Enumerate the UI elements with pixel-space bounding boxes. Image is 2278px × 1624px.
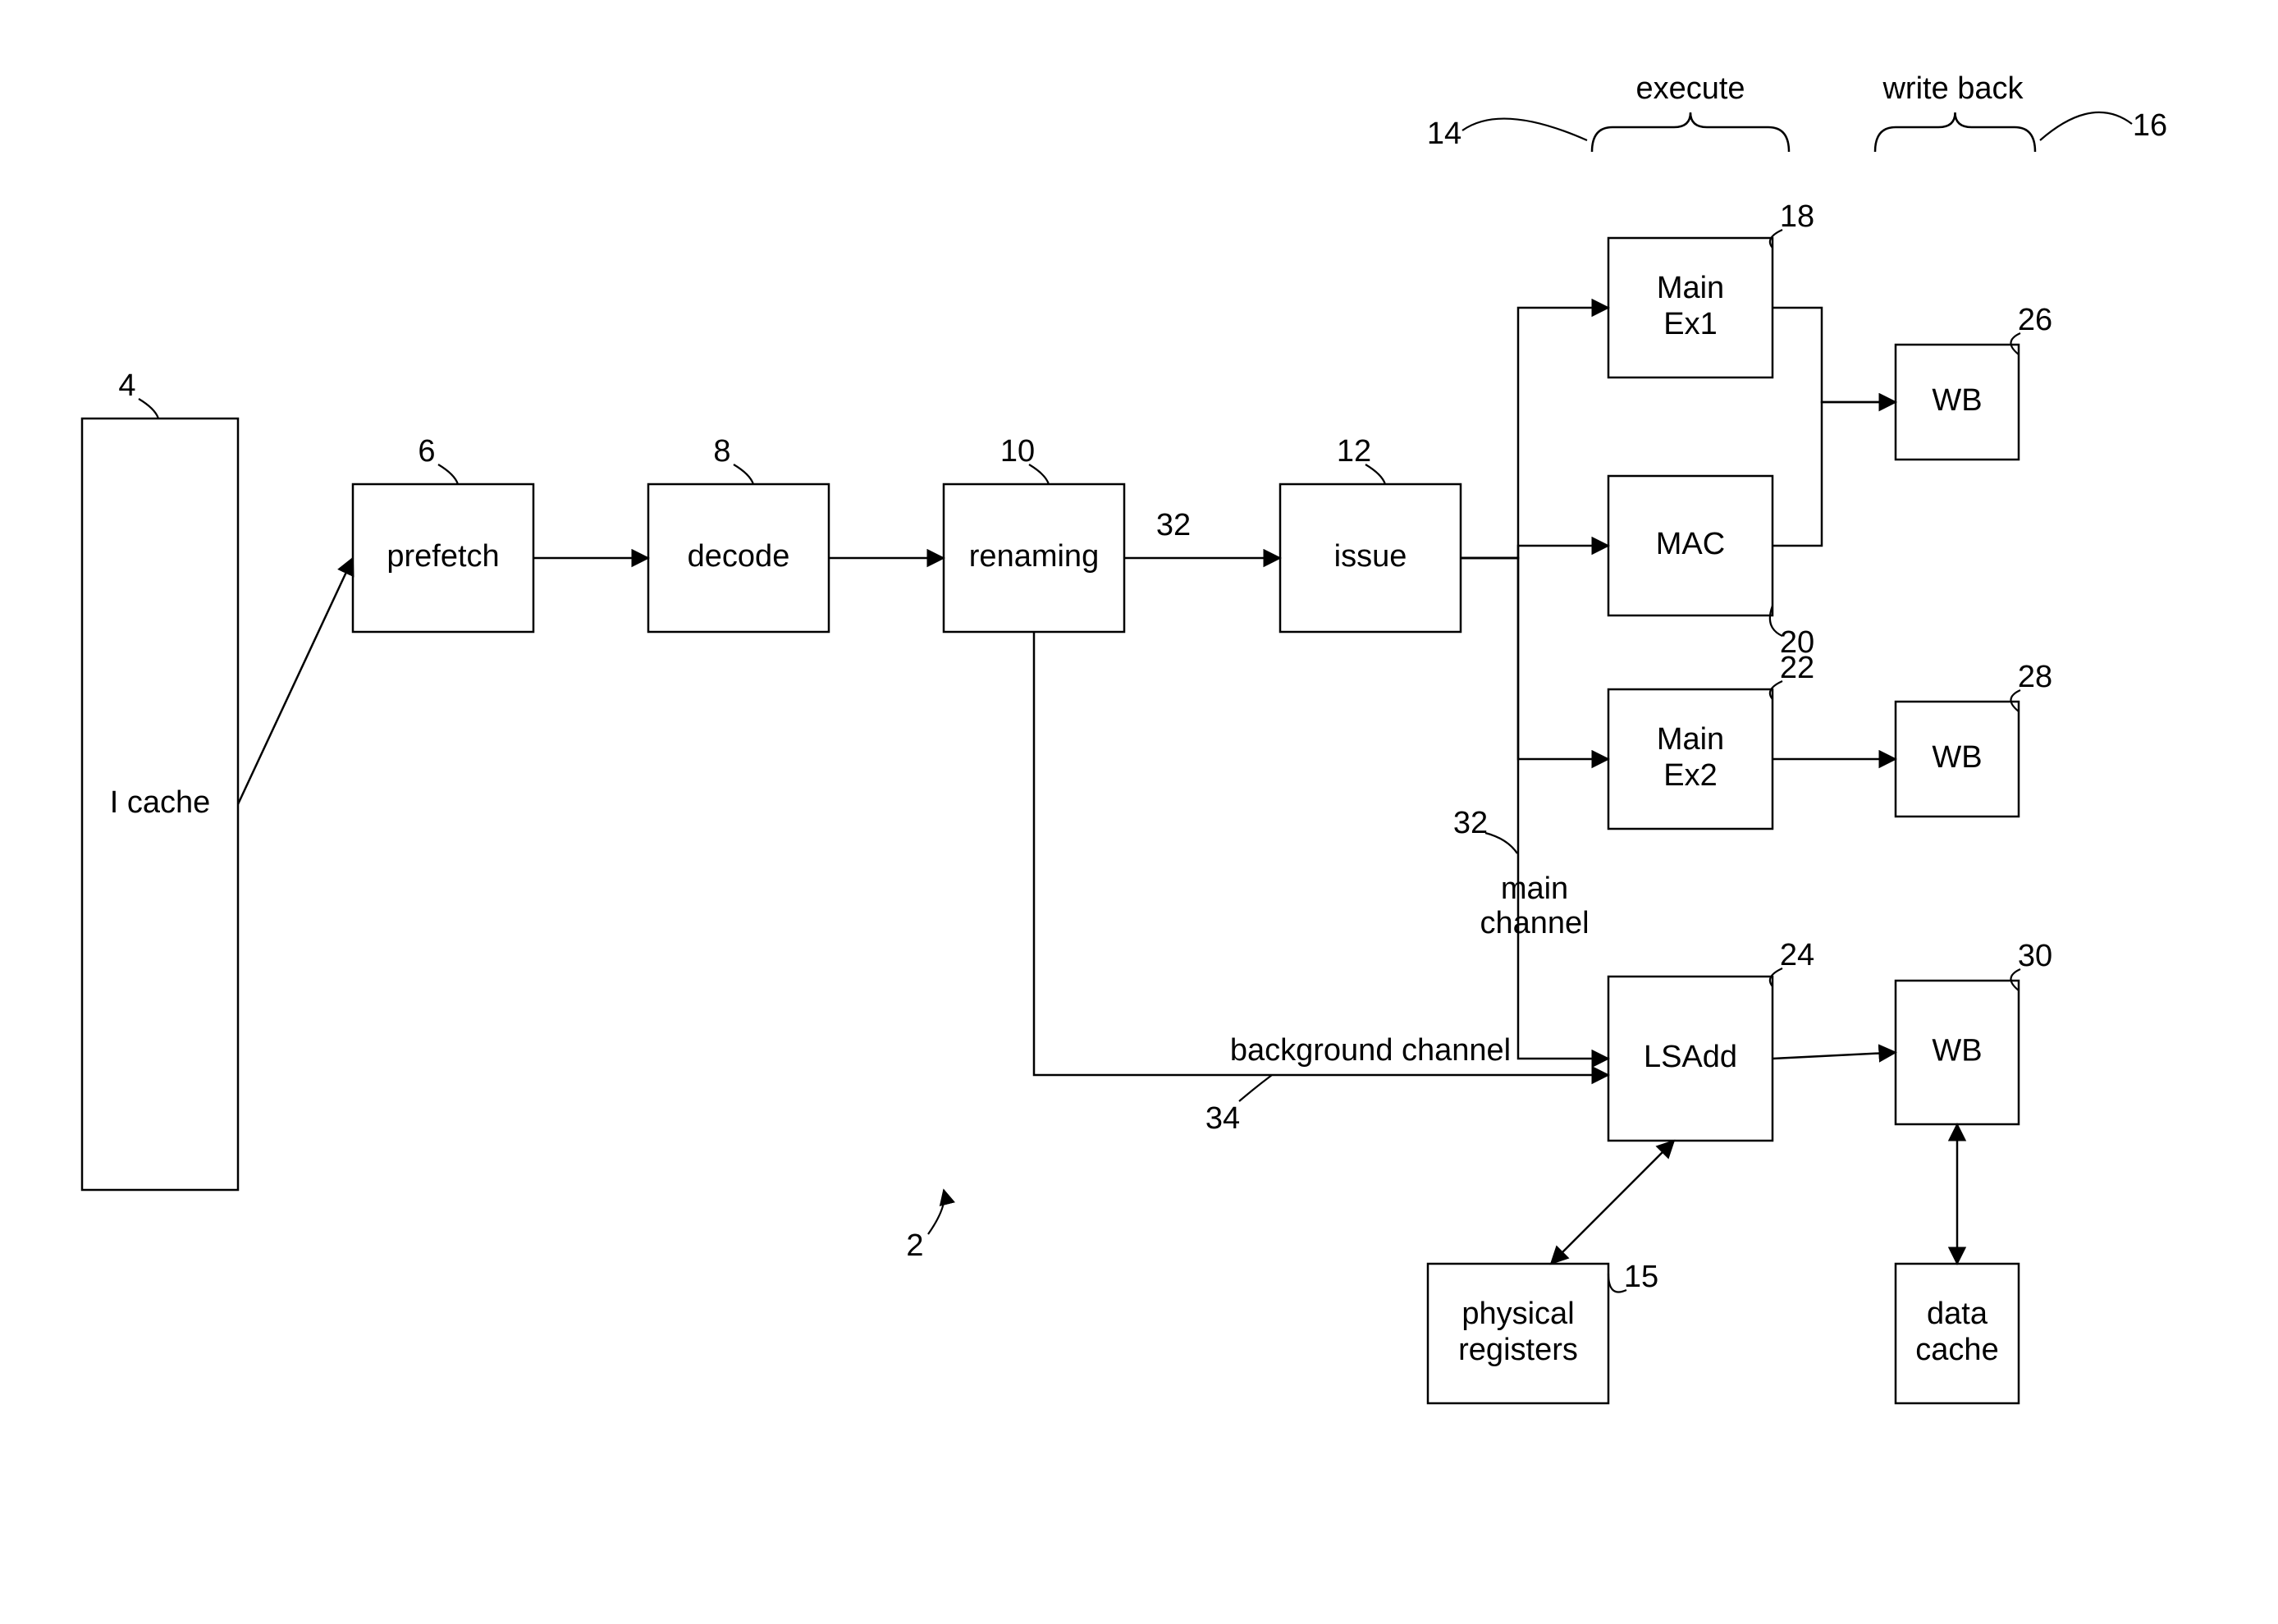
stage-ref-hook-14 xyxy=(1462,119,1587,140)
free-label: main xyxy=(1501,871,1568,906)
wb2-ref: 28 xyxy=(2018,660,2052,694)
dcache-label: cache xyxy=(1915,1333,1998,1367)
mainex2-ref: 22 xyxy=(1780,651,1814,685)
brace-execute xyxy=(1592,112,1789,152)
dcache-label: data xyxy=(1927,1297,1988,1331)
edge-lsadd-wb3 xyxy=(1773,1053,1896,1059)
pregs-ref: 15 xyxy=(1624,1260,1658,1294)
background-channel-ref: 34 xyxy=(1205,1101,1240,1136)
decode-label: decode xyxy=(688,539,790,574)
edge-issue-mac xyxy=(1461,546,1608,558)
free-ref-32: 32 xyxy=(1453,806,1488,840)
free-label: channel xyxy=(1480,906,1589,940)
pregs-label: registers xyxy=(1458,1333,1578,1367)
wb1-label: WB xyxy=(1932,383,1982,418)
edge-pregs-lsadd xyxy=(1551,1141,1674,1264)
mainex2-label: Ex2 xyxy=(1663,758,1717,793)
lsadd-ref: 24 xyxy=(1780,938,1814,972)
stage-execute: execute xyxy=(1635,71,1745,106)
icache-ref-hook xyxy=(139,399,158,419)
prefetch-label: prefetch xyxy=(387,539,499,574)
stage-ref-16: 16 xyxy=(2133,108,2167,143)
brace-write-back xyxy=(1875,112,2035,152)
stage-ref-14: 14 xyxy=(1427,117,1461,151)
mac-label: MAC xyxy=(1656,527,1725,561)
bg-ref-hook xyxy=(1239,1075,1272,1101)
mainex1-label: Ex1 xyxy=(1663,307,1717,341)
wb2-label: WB xyxy=(1932,740,1982,775)
figure-ref-hook xyxy=(928,1190,945,1234)
prefetch-ref-hook xyxy=(438,464,458,484)
issue-ref: 12 xyxy=(1337,434,1371,469)
wb3-ref: 30 xyxy=(2018,939,2052,973)
free-ref-hook xyxy=(1485,833,1517,853)
edge-label: 32 xyxy=(1156,508,1191,542)
prefetch-ref: 6 xyxy=(418,434,435,469)
icache-ref: 4 xyxy=(118,368,135,403)
decode-ref-hook xyxy=(734,464,753,484)
lsadd-label: LSAdd xyxy=(1644,1040,1737,1074)
renaming-label: renaming xyxy=(969,539,1099,574)
wb1-ref: 26 xyxy=(2018,303,2052,337)
mainex2-label: Main xyxy=(1657,722,1724,757)
edge-background-channel xyxy=(1034,632,1608,1075)
stage-ref-hook-16 xyxy=(2040,112,2132,140)
edge-issue-mainex1 xyxy=(1461,308,1608,558)
mainex1-ref: 18 xyxy=(1780,199,1814,234)
mainex1-label: Main xyxy=(1657,271,1724,305)
edge-issue-mainex2 xyxy=(1461,558,1608,759)
issue-label: issue xyxy=(1334,539,1407,574)
icache-label: I cache xyxy=(110,785,211,820)
stage-write-back: write back xyxy=(1882,71,2024,106)
edge-mac-wb1 xyxy=(1773,402,1896,546)
decode-ref: 8 xyxy=(713,434,730,469)
pregs-label: physical xyxy=(1461,1297,1574,1331)
renaming-ref: 10 xyxy=(1000,434,1035,469)
wb3-label: WB xyxy=(1932,1034,1982,1068)
edge-mainex1-wb1 xyxy=(1773,308,1896,402)
free-label: 2 xyxy=(906,1228,923,1263)
background-channel-label: background channel xyxy=(1230,1033,1511,1068)
edge-icache-prefetch xyxy=(238,558,353,804)
